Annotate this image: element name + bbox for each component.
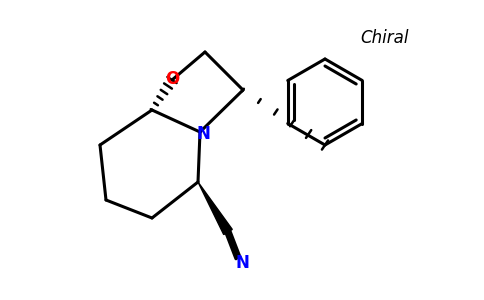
Polygon shape	[198, 182, 232, 235]
Text: N: N	[196, 125, 210, 143]
Text: N: N	[235, 254, 249, 272]
Text: Chiral: Chiral	[361, 29, 409, 47]
Text: O: O	[165, 70, 179, 88]
